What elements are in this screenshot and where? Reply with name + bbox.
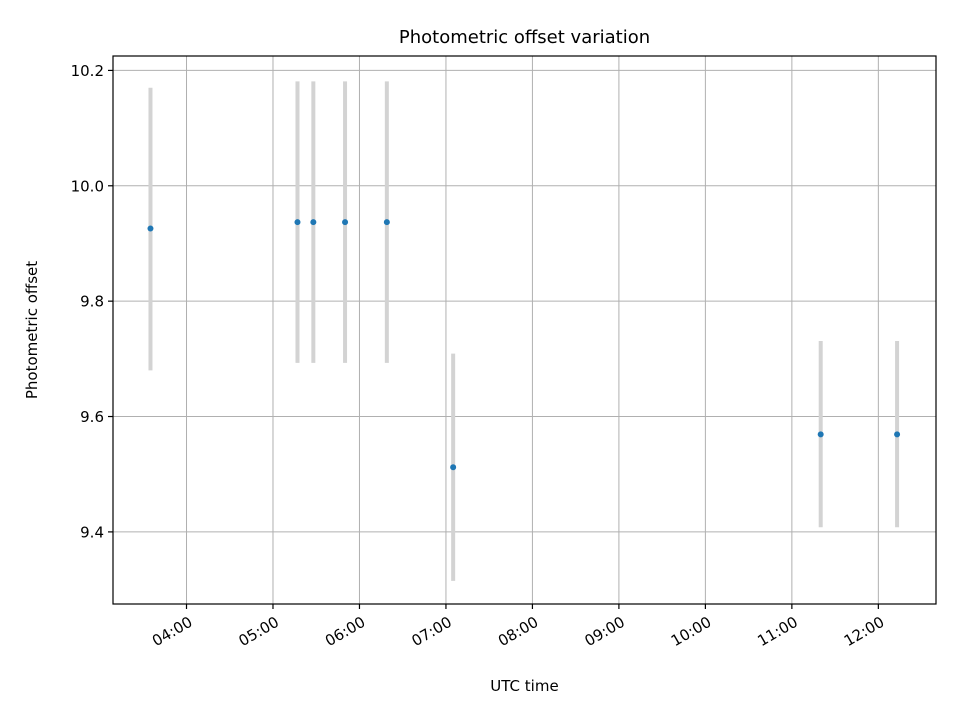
data-point [450, 464, 457, 471]
y-tick-label: 9.4 [80, 523, 104, 541]
data-point [147, 225, 154, 232]
y-tick-label: 9.8 [80, 293, 104, 311]
plot-frame [112, 55, 937, 605]
grid [113, 56, 936, 604]
y-axis-label: Photometric offset [23, 261, 41, 399]
chart-title: Photometric offset variation [399, 27, 650, 48]
y-tick-label: 10.2 [71, 62, 104, 80]
data-point [383, 219, 390, 226]
data-point [894, 431, 901, 438]
data-points [147, 219, 901, 471]
x-axis-label: UTC time [490, 677, 558, 695]
data-point [294, 219, 301, 226]
y-tick-label: 9.6 [80, 408, 104, 426]
y-axis-ticks: 9.4 9.6 9.8 10.0 10.2 [71, 62, 113, 541]
data-point [342, 219, 349, 226]
data-point [817, 431, 824, 438]
data-point [310, 219, 317, 226]
y-tick-label: 10.0 [71, 177, 104, 195]
